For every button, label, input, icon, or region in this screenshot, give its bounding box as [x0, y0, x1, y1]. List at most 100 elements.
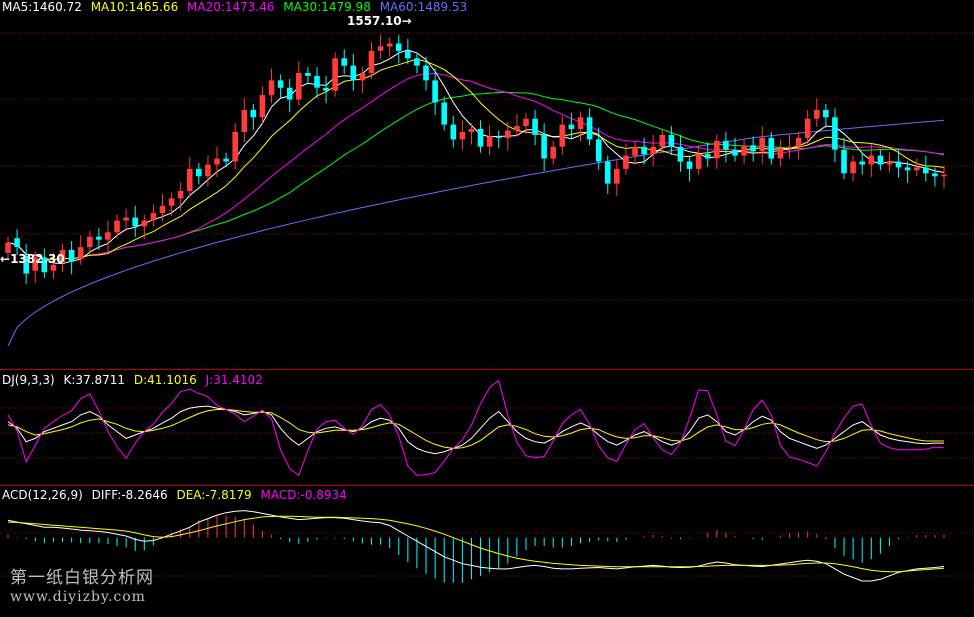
kdj-k-line [7, 405, 944, 455]
candle-body [159, 205, 166, 214]
candle-body [386, 43, 393, 47]
macd-legend: ACD(12,26,9) DIFF:-8.2646 DEA:-7.8179 MA… [2, 488, 352, 502]
candle-body [904, 167, 911, 171]
candle-body [41, 257, 48, 273]
ma60-legend: MA60:1489.53 [379, 0, 468, 14]
candle-body [604, 161, 611, 184]
candle-body [586, 117, 593, 140]
candle-body [259, 95, 266, 118]
candle-body [150, 213, 157, 221]
macd-name: ACD(12,26,9) [2, 488, 83, 502]
candle-body [850, 161, 856, 174]
candle-body [532, 118, 538, 135]
candle-body [196, 168, 202, 177]
candle-body [923, 167, 929, 174]
candle-body [59, 250, 66, 262]
candle-body [114, 220, 120, 233]
candle-body [459, 132, 466, 140]
candle-body [732, 149, 738, 156]
candle-body [877, 155, 884, 165]
candle-body [332, 58, 338, 91]
candle-body [577, 117, 584, 130]
candle-body [23, 255, 29, 274]
candle-body [405, 50, 411, 59]
candle-body [486, 136, 493, 147]
candle-body [96, 236, 102, 240]
candle-body [668, 134, 675, 147]
candle-body [377, 46, 384, 51]
candle-body [14, 238, 20, 247]
candle-body [186, 168, 193, 191]
candle-body [686, 161, 693, 169]
candle-body [268, 80, 275, 96]
kdj-d-value: D:41.1016 [133, 373, 197, 387]
candle-body [704, 154, 711, 159]
candle-body [423, 65, 429, 81]
high-price-value: 1557.10 [347, 14, 402, 28]
candle-body [350, 65, 357, 81]
candle-body [450, 124, 457, 140]
candle-body [932, 173, 938, 177]
candle-body [895, 161, 902, 168]
candle-body [823, 109, 829, 118]
candle-body [641, 146, 647, 155]
candle-body [414, 58, 420, 66]
candle-body [768, 137, 775, 159]
candle-body [777, 148, 784, 159]
candle-body [77, 247, 84, 259]
candle-body [5, 242, 11, 253]
candle-body [941, 174, 947, 177]
watermark-url: www.diyizby.com [10, 589, 146, 605]
candle-body [168, 198, 175, 206]
candle-body [205, 164, 211, 177]
candle-body [241, 109, 248, 132]
ma5-legend: MA5:1460.72 [2, 0, 82, 14]
kdj-name: DJ(9,3,3) [2, 373, 55, 387]
candle-body [632, 146, 638, 156]
kdj-d-line [7, 409, 944, 449]
kdj-j-line [7, 379, 945, 477]
candle-body [477, 129, 484, 147]
candle-body [741, 145, 747, 156]
candle-body [296, 73, 302, 100]
ma60-line [7, 119, 945, 347]
candle-body [623, 155, 629, 169]
low-price-label: ←1382.30 [0, 252, 65, 266]
candle-body [541, 134, 547, 159]
candle-body [695, 154, 702, 169]
candle-body [750, 145, 756, 152]
candle-body [614, 168, 620, 184]
candle-body [886, 161, 893, 165]
ma20-legend: MA20:1473.46 [187, 0, 275, 14]
arrow-right-icon: → [401, 14, 412, 28]
candle-body [468, 129, 475, 132]
candle-body [550, 146, 556, 159]
candle-body [141, 220, 148, 227]
ma30-legend: MA30:1479.98 [283, 0, 371, 14]
candle-body [786, 146, 793, 149]
candle-body [432, 80, 438, 103]
candle-body [105, 232, 111, 240]
candle-body [505, 130, 511, 138]
ma10-legend: MA10:1465.66 [90, 0, 179, 14]
candle-body [804, 118, 811, 138]
high-price-label: 1557.10→ [347, 14, 412, 28]
ma5-line [7, 49, 945, 265]
candle-body [913, 167, 920, 171]
candle-body [341, 58, 347, 66]
candle-body [177, 191, 184, 199]
candle-body [286, 87, 293, 100]
arrow-left-icon: ← [0, 252, 11, 266]
candle-body [759, 137, 765, 152]
macd-value: MACD:-0.8934 [260, 488, 347, 502]
candle-body [568, 124, 575, 129]
candle-body [868, 155, 875, 165]
candle-body [50, 264, 57, 271]
candle-body [650, 146, 656, 155]
candle-body [68, 250, 75, 262]
candle-body [677, 146, 684, 162]
candle-body [223, 158, 229, 162]
ma10-line [7, 58, 945, 261]
candle-body [814, 109, 820, 119]
